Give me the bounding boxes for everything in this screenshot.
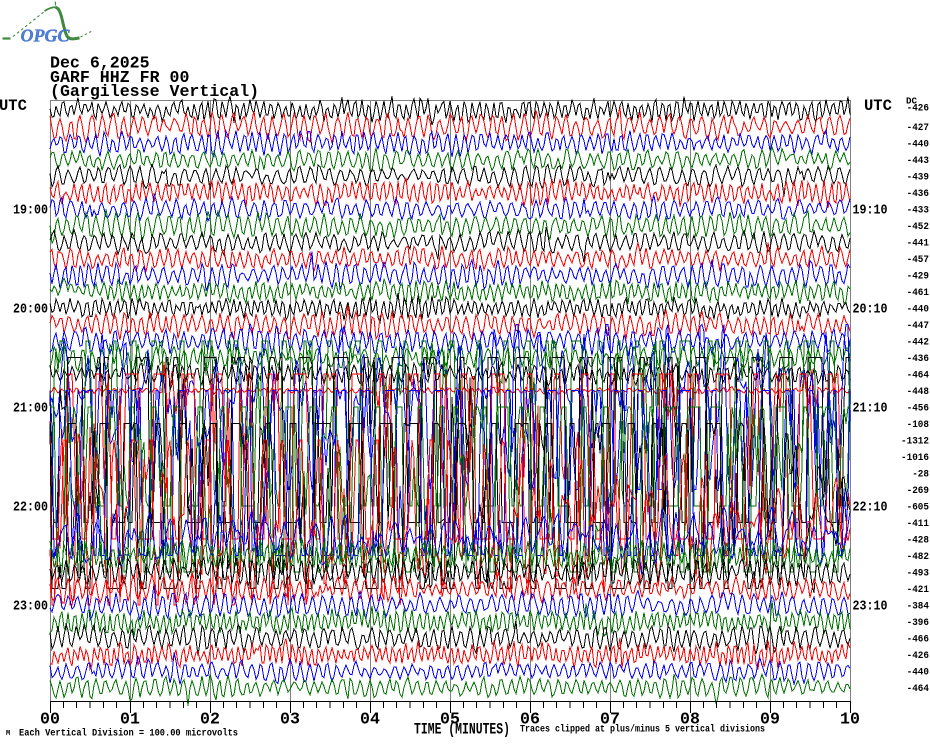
svg-text:-384: -384 [907,601,929,613]
svg-text:-28: -28 [912,469,929,481]
svg-text:05: 05 [440,710,460,729]
svg-text:M: M [6,730,10,738]
svg-text:-441: -441 [907,238,929,250]
svg-text:-440: -440 [907,667,929,679]
svg-text:Each Vertical Division = 100.: Each Vertical Division = 100.00 microvol… [19,728,238,740]
svg-text:Traces clipped at plus/minus 5: Traces clipped at plus/minus 5 vertical … [520,724,765,736]
svg-text:-429: -429 [907,271,929,283]
svg-text:-396: -396 [907,617,929,629]
svg-text:TIME (MINUTES): TIME (MINUTES) [414,721,510,739]
svg-text:-493: -493 [907,568,929,580]
svg-text:-440: -440 [907,304,929,316]
svg-text:20:10: 20:10 [853,302,888,318]
svg-text:21:00: 21:00 [13,401,48,417]
svg-text:00: 00 [40,710,60,729]
svg-text:-448: -448 [907,386,929,398]
svg-text:21:10: 21:10 [853,401,888,417]
svg-text:23:00: 23:00 [13,599,48,615]
svg-text:UTC: UTC [0,97,27,115]
svg-text:-428: -428 [907,535,929,547]
svg-text:-426: -426 [907,650,929,662]
svg-text:-433: -433 [907,205,929,217]
svg-text:20:00: 20:00 [13,302,48,318]
svg-text:03: 03 [280,710,300,729]
svg-text:22:00: 22:00 [13,500,48,516]
svg-text:OPGC: OPGC [21,26,70,46]
svg-text:23:10: 23:10 [853,599,888,615]
svg-text:UTC: UTC [864,97,892,115]
svg-text:-108: -108 [907,419,929,431]
svg-text:10: 10 [840,710,860,729]
svg-text:19:10: 19:10 [853,203,888,219]
svg-text:-461: -461 [907,287,929,299]
svg-text:19:00: 19:00 [13,203,48,219]
svg-text:-427: -427 [907,122,929,134]
svg-text:-443: -443 [907,155,929,167]
svg-text:-440: -440 [907,139,929,151]
svg-text:GARF HHZ FR 00: GARF HHZ FR 00 [50,68,189,87]
svg-text:-1312: -1312 [901,436,929,448]
svg-text:-439: -439 [907,172,929,184]
svg-text:Dec 6,2025: Dec 6,2025 [50,54,150,73]
svg-text:(Gargilesse Vertical): (Gargilesse Vertical) [50,82,259,101]
svg-text:-436: -436 [907,353,929,365]
svg-text:-426: -426 [907,103,929,115]
svg-text:-436: -436 [907,188,929,200]
svg-text:-442: -442 [907,337,929,349]
svg-text:-411: -411 [907,518,929,530]
svg-text:-1016: -1016 [901,452,929,464]
svg-text:-466: -466 [907,634,929,646]
svg-text:-457: -457 [907,254,929,266]
svg-text:-464: -464 [907,370,929,382]
svg-text:08: 08 [680,710,700,729]
svg-text:DC: DC [906,97,918,107]
svg-text:22:10: 22:10 [853,500,888,516]
svg-text:-447: -447 [907,320,929,332]
svg-text:-482: -482 [907,551,929,563]
svg-text:04: 04 [360,710,380,729]
svg-text:-464: -464 [907,683,929,695]
svg-text:09: 09 [760,710,780,729]
svg-text:02: 02 [200,710,220,729]
svg-text:06: 06 [520,710,540,729]
svg-text:-605: -605 [907,502,929,514]
svg-text:-421: -421 [907,584,929,596]
svg-text:-452: -452 [907,221,929,233]
svg-text:01: 01 [120,710,140,729]
svg-text:-456: -456 [907,403,929,415]
svg-text:-269: -269 [907,485,929,497]
svg-text:07: 07 [600,710,620,729]
